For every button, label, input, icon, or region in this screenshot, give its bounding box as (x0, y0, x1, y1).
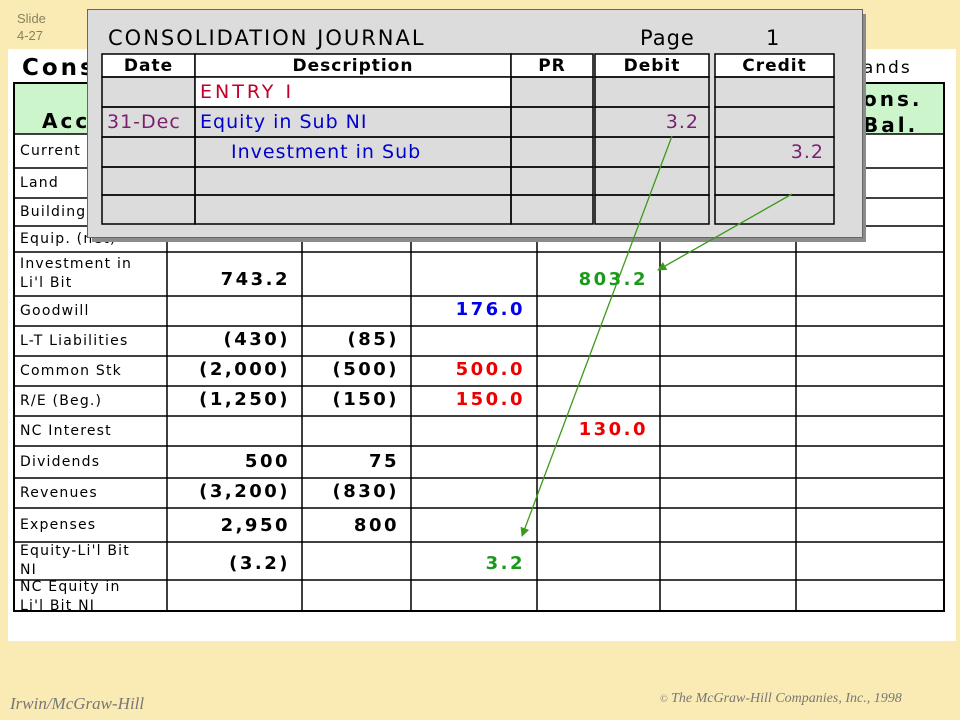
worksheet-account-cell: Current (20, 142, 81, 161)
worksheet-parent-value: 2,950 (220, 515, 290, 536)
worksheet-account-line: Expenses (20, 516, 97, 533)
worksheet-account-cell: Building (20, 203, 86, 222)
journal-header-date: Date (123, 56, 174, 76)
slide-number: Slide 4-27 (17, 10, 46, 44)
worksheet-account-cell: R/E (Beg.) (20, 392, 102, 411)
worksheet-account-cell: L-T Liabilities (20, 332, 128, 351)
worksheet-account-line: Goodwill (20, 302, 90, 319)
worksheet-parent-value: (1,250) (199, 389, 290, 410)
worksheet-account-line: L-T Liabilities (20, 332, 129, 349)
publisher-footer: Irwin/McGraw-Hill (10, 694, 145, 713)
worksheet-units: sands (852, 58, 912, 78)
worksheet-sub-value: (150) (332, 389, 399, 410)
worksheet-parent-value: 743.2 (220, 269, 290, 290)
journal-header-pr: PR (538, 56, 566, 76)
worksheet-dr-value: 176.0 (455, 299, 525, 320)
worksheet-dr-value: 3.2 (485, 553, 525, 574)
worksheet-account-line: Dividends (20, 453, 101, 470)
worksheet-sub-value: 75 (368, 451, 399, 472)
worksheet-sub-value: 800 (353, 515, 399, 536)
worksheet-account-line: Li'l Bit (20, 275, 73, 291)
journal-page-label: Page (640, 26, 695, 50)
worksheet-account-cell: NC Equity in Li'l Bit NI (20, 578, 121, 616)
consolidation-journal: CONSOLIDATION JOURNAL Page 1 Date Descrip… (87, 9, 863, 238)
worksheet-header-account: Acc (42, 109, 91, 133)
worksheet-account-line: NI (20, 562, 38, 578)
worksheet-account-cell: Land (20, 174, 59, 193)
journal-cell (714, 194, 835, 225)
worksheet-cr-value: 130.0 (578, 419, 648, 440)
copyright-footer: © The McGraw-Hill Companies, Inc., 1998 (660, 691, 902, 707)
worksheet-cr-value: 803.2 (578, 269, 648, 290)
journal-description-cell: ENTRY I (200, 81, 295, 103)
journal-header-description: Description (292, 56, 414, 76)
worksheet-parent-value: (3,200) (199, 481, 290, 502)
worksheet-account-line: Building (20, 203, 87, 220)
worksheet-account-line: Common Stk (20, 362, 122, 379)
journal-date-cell: 31-Dec (107, 111, 181, 133)
worksheet-sub-value: (500) (332, 359, 399, 380)
journal-title: CONSOLIDATION JOURNAL (108, 26, 426, 50)
worksheet-account-line: NC Equity in (20, 579, 121, 595)
worksheet-parent-value: (3.2) (229, 553, 290, 574)
worksheet-account-line: Land (20, 174, 59, 191)
journal-debit-cell: 3.2 (665, 111, 699, 133)
journal-cell (510, 194, 594, 225)
journal-cell (594, 194, 710, 225)
worksheet-dr-value: 500.0 (455, 359, 525, 380)
arrow-debit-to-equity (520, 135, 673, 537)
journal-grid (101, 53, 835, 225)
worksheet-account-cell: NC Interest (20, 422, 112, 441)
worksheet-account-line: R/E (Beg.) (20, 392, 103, 409)
worksheet-account-line: NC Interest (20, 422, 112, 439)
journal-description-cell: Equity in Sub NI (200, 111, 368, 133)
journal-description-cell: Investment in Sub (231, 141, 422, 163)
worksheet-parent-value: (2,000) (199, 359, 290, 380)
worksheet-account-cell: Dividends (20, 453, 100, 472)
worksheet-account-cell: Investment in Li'l Bit (20, 255, 132, 293)
journal-credit-cell: 3.2 (790, 141, 824, 163)
worksheet-sub-value: (85) (347, 329, 399, 350)
copyright-text: The McGraw-Hill Companies, Inc., 1998 (671, 691, 902, 706)
worksheet-parent-value: (430) (223, 329, 290, 350)
worksheet-account-cell: Common Stk (20, 362, 122, 381)
worksheet-account-line: Equity-Li'l Bit (20, 543, 130, 559)
journal-header-credit: Credit (742, 56, 807, 76)
worksheet-account-cell: Expenses (20, 516, 96, 535)
worksheet-account-cell: Goodwill (20, 302, 90, 321)
worksheet-account-line: Li'l Bit NI (20, 598, 96, 614)
worksheet-parent-value: 500 (244, 451, 290, 472)
worksheet-account-line: Revenues (20, 484, 98, 501)
arrow-credit-to-investment (657, 193, 793, 271)
worksheet-account-cell: Revenues (20, 484, 98, 503)
worksheet-dr-value: 150.0 (455, 389, 525, 410)
worksheet-title: Cons (22, 55, 97, 81)
slide-index: 4-27 (17, 28, 44, 43)
worksheet-account-line: Current (20, 142, 81, 159)
worksheet-account-cell: Equity-Li'l Bit NI (20, 542, 130, 580)
worksheet-header-cons-line1: ons. (863, 87, 923, 111)
journal-page-number: 1 (766, 26, 780, 50)
journal-header-debit: Debit (623, 56, 681, 76)
worksheet-account-line: Investment in (20, 256, 133, 272)
slide-label: Slide (17, 11, 46, 26)
copyright-symbol: © (660, 694, 668, 705)
worksheet-sub-value: (830) (332, 481, 399, 502)
worksheet-header-cons-line2: Bal. (863, 113, 919, 137)
